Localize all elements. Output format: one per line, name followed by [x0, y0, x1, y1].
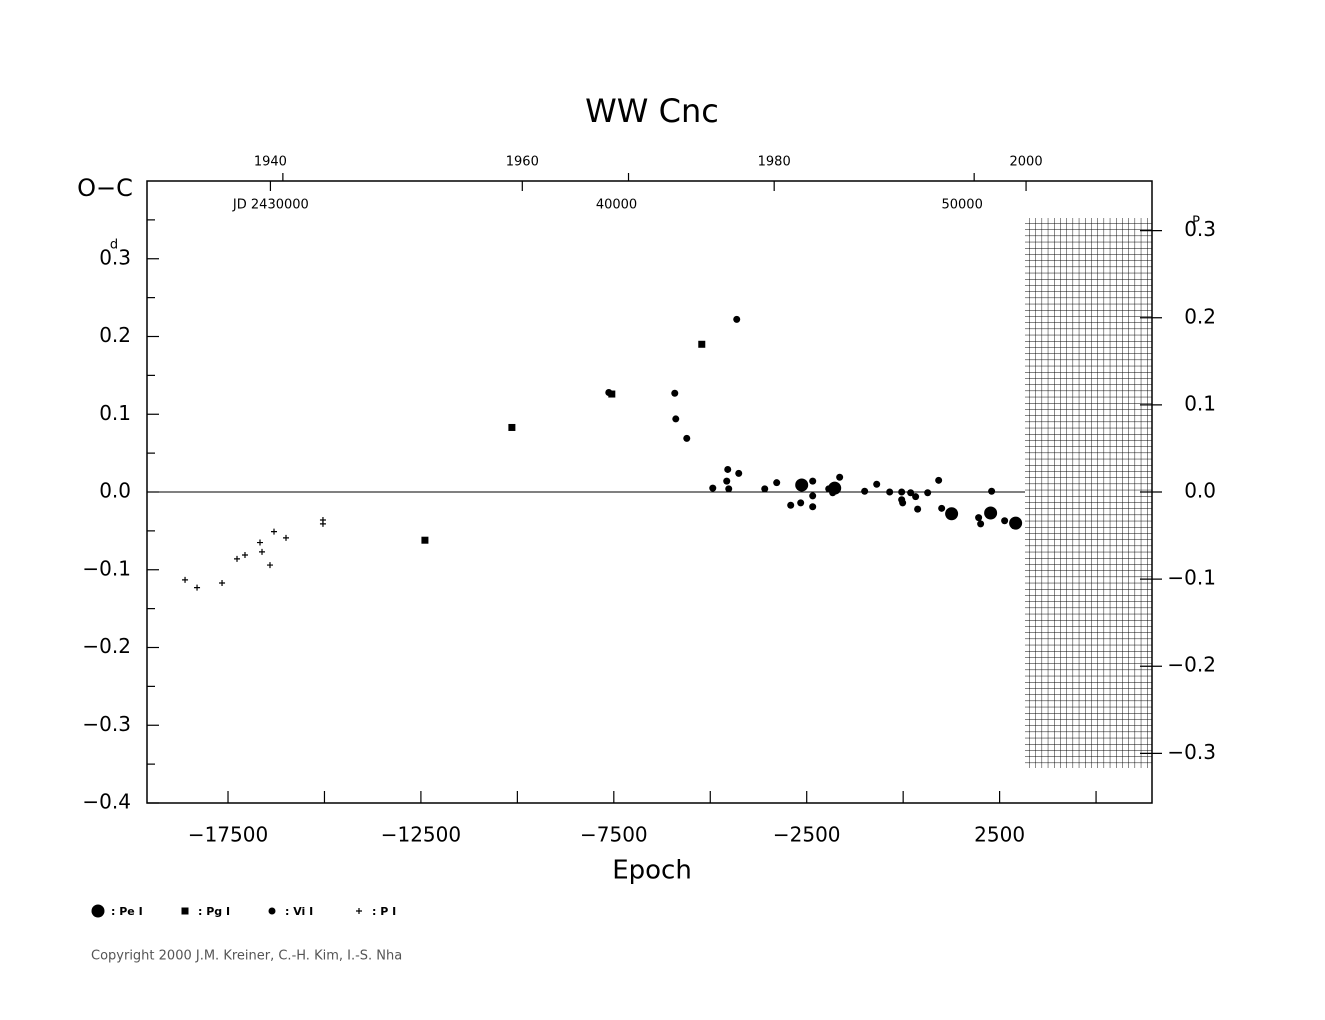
legend-label: : P I	[372, 905, 396, 918]
data-point	[935, 476, 943, 484]
data-point	[241, 551, 248, 558]
data-point	[829, 489, 837, 497]
x-tick-label: −7500	[580, 823, 648, 847]
top-year-label: 1980	[758, 155, 791, 170]
data-point	[773, 479, 781, 487]
data-point	[797, 499, 805, 507]
data-point	[977, 520, 985, 528]
data-point	[421, 536, 429, 544]
data-point	[283, 534, 290, 541]
y-axis-title: O−C	[77, 174, 133, 202]
data-point	[508, 423, 516, 431]
data-point	[907, 489, 915, 497]
legend-marker	[181, 907, 189, 915]
data-point	[723, 477, 731, 485]
data-point	[266, 562, 273, 569]
copyright: Copyright 2000 J.M. Kreiner, C.-H. Kim, …	[91, 949, 402, 964]
y2-unit: P	[1192, 215, 1200, 230]
data-point	[809, 477, 817, 485]
data-point	[735, 469, 743, 477]
data-point	[984, 506, 998, 520]
y2-tick-label: −0.3	[1167, 740, 1216, 764]
legend-label: : Pe I	[111, 905, 143, 918]
data-point	[194, 584, 201, 591]
top-jd-label: 40000	[596, 198, 637, 213]
y-tick-label: −0.4	[82, 790, 131, 814]
x-tick-label: −12500	[381, 823, 461, 847]
y-tick-label: 0.0	[99, 479, 131, 503]
legend-marker	[356, 908, 362, 914]
y2-tick-label: −0.2	[1167, 653, 1216, 677]
data-point	[319, 516, 326, 523]
data-point	[683, 434, 691, 442]
y2-tick-label: 0.3	[1184, 217, 1216, 241]
data-point	[259, 548, 266, 555]
data-point	[945, 507, 959, 521]
legend-marker	[268, 907, 276, 915]
data-point	[938, 504, 946, 512]
data-point	[924, 489, 932, 497]
data-point	[809, 492, 817, 500]
data-point	[709, 484, 717, 492]
top-year-label: 1940	[254, 155, 287, 170]
data-point	[671, 389, 679, 397]
top-jd-label: JD 2430000	[232, 198, 309, 213]
legend-label: : Pg I	[198, 905, 230, 918]
excluded-region	[1025, 218, 1152, 768]
data-point	[975, 514, 983, 522]
data-point	[899, 499, 907, 507]
y-unit: d	[110, 238, 118, 253]
data-point	[761, 485, 769, 493]
data-point	[898, 488, 906, 496]
y-tick-label: −0.3	[82, 712, 131, 736]
top-year-label: 1960	[506, 155, 539, 170]
y-tick-label: −0.2	[82, 634, 131, 658]
data-point	[861, 487, 869, 495]
chart-title: WW Cnc	[585, 92, 719, 130]
x-axis-title: Epoch	[612, 856, 692, 886]
top-year-label: 2000	[1010, 155, 1043, 170]
data-point	[912, 493, 920, 501]
data-point	[795, 478, 809, 492]
data-point	[988, 487, 996, 495]
y2-tick-label: 0.2	[1184, 304, 1216, 328]
x-tick-label: −2500	[773, 823, 841, 847]
data-point	[271, 528, 278, 535]
y2-tick-label: 0.0	[1184, 479, 1216, 503]
legend-marker	[91, 904, 105, 918]
y-tick-label: 0.1	[99, 401, 131, 425]
top-jd-label: 50000	[941, 198, 982, 213]
data-point	[182, 576, 189, 583]
data-point	[733, 315, 741, 323]
data-point	[725, 485, 733, 493]
data-point	[886, 488, 894, 496]
data-point	[672, 415, 680, 423]
data-point	[809, 503, 817, 511]
y2-tick-label: 0.1	[1184, 391, 1216, 415]
y2-tick-label: −0.1	[1167, 566, 1216, 590]
y-tick-label: 0.2	[99, 323, 131, 347]
data-point	[698, 340, 706, 348]
data-point	[1001, 517, 1009, 525]
data-point	[724, 465, 732, 473]
data-point	[836, 473, 844, 481]
data-point	[914, 505, 922, 513]
data-point	[605, 388, 613, 396]
data-point	[1009, 516, 1023, 530]
y-tick-label: 0.3	[99, 245, 131, 269]
legend-label: : Vi I	[285, 905, 313, 918]
data-point	[787, 501, 795, 509]
data-point	[219, 579, 226, 586]
x-tick-label: 2500	[974, 823, 1025, 847]
data-point	[873, 480, 881, 488]
data-point	[257, 539, 263, 546]
y-tick-label: −0.1	[82, 556, 131, 580]
data-point	[234, 555, 241, 562]
x-tick-label: −17500	[188, 823, 268, 847]
